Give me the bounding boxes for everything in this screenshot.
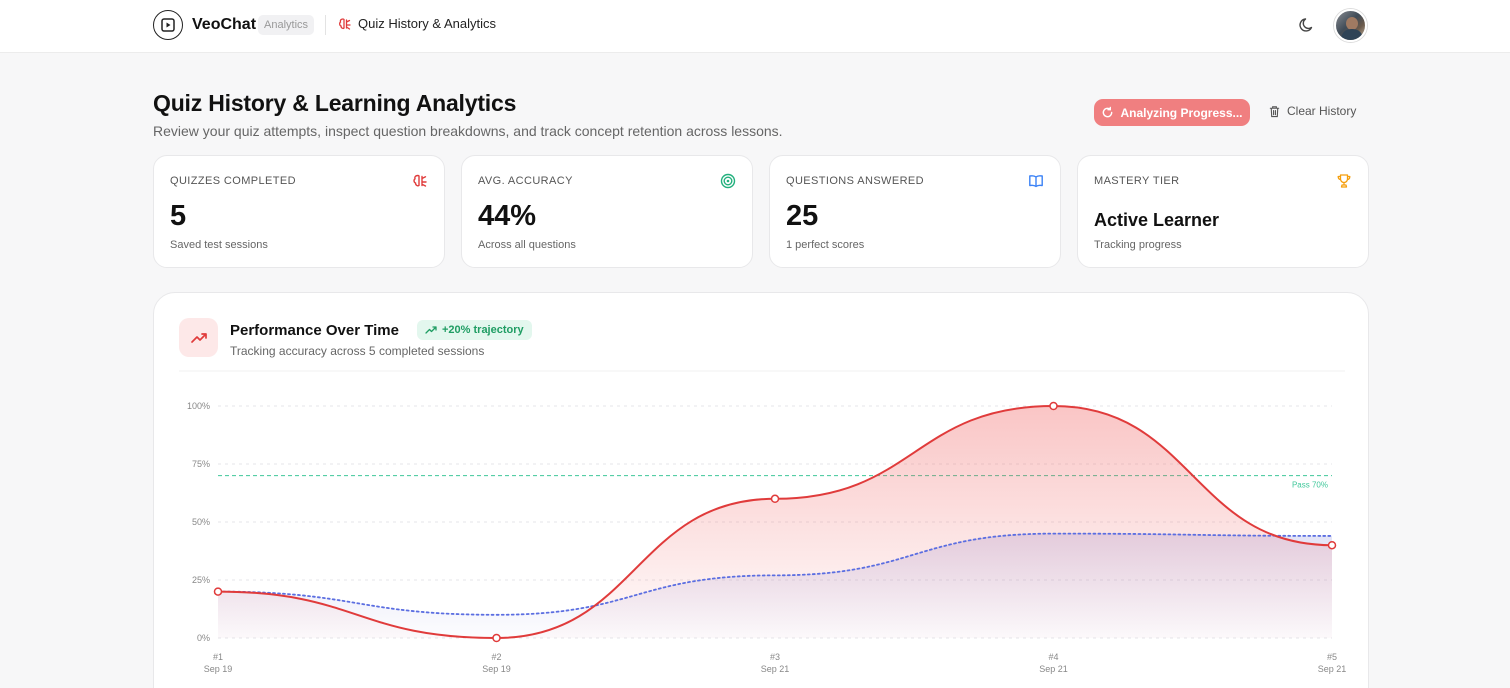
trash-icon [1269,105,1280,117]
stat-caption: Saved test sessions [170,239,268,251]
x-tick-label: #3 [770,652,780,662]
avatar[interactable] [1334,9,1367,42]
performance-panel: Performance Over Time +20% trajectory Tr… [153,292,1369,688]
x-tick-label: #5 [1327,652,1337,662]
x-tick-date: Sep 19 [482,664,511,674]
nav-divider [325,15,326,35]
data-point [770,494,780,504]
breadcrumb[interactable]: Quiz History & Analytics [338,16,496,31]
y-tick-label: 25% [192,575,210,585]
breadcrumb-label: Quiz History & Analytics [358,16,496,31]
stat-value: 44% [478,200,537,232]
stat-card-mastery: MASTERY TIER Active Learner Tracking pro… [1077,155,1369,268]
x-tick-label: #4 [1048,652,1058,662]
stat-caption: 1 perfect scores [786,239,865,251]
stat-card-questions: QUESTIONS ANSWERED 25 1 perfect scores [769,155,1061,268]
y-tick-label: 75% [192,459,210,469]
performance-chart: 0% 25% 50% 75% 100% Pass 70% #1 Sep 19 #2 Sep 19 #… [179,370,1347,674]
refresh-icon [1103,106,1113,118]
page-subtitle: Review your quiz attempts, inspect quest… [153,123,783,139]
y-tick-label: 100% [187,401,210,411]
analyzing-progress-button[interactable]: Analyzing Progress... [1094,99,1250,126]
stat-card-quizzes: QUIZZES COMPLETED 5 Saved test sessions [153,155,445,268]
book-icon [1029,175,1043,188]
x-tick-label: #1 [213,652,223,662]
trend-line [217,532,1333,616]
stat-label: QUESTIONS ANSWERED [786,175,924,187]
trophy-icon [1337,174,1351,188]
trending-up-icon [179,318,218,357]
stat-value: 25 [786,200,819,232]
brain-icon [413,174,427,187]
stat-value: 5 [170,200,187,232]
stat-caption: Tracking progress [1094,239,1182,251]
trajectory-label: +20% trajectory [442,324,524,336]
trending-up-icon [425,326,437,334]
clear-history-button[interactable]: Clear History [1268,104,1356,118]
stat-label: MASTERY TIER [1094,175,1180,187]
x-tick-date: Sep 21 [1039,664,1068,674]
moon-icon[interactable] [1297,15,1317,35]
stat-caption: Across all questions [478,239,576,251]
data-point [1327,540,1337,550]
x-tick-date: Sep 21 [761,664,790,674]
x-tick-date: Sep 21 [1318,664,1347,674]
trajectory-badge: +20% trajectory [417,320,532,340]
brain-icon [339,17,351,30]
accuracy-area [218,406,1332,638]
analyzing-progress-label: Analyzing Progress... [1120,105,1243,120]
brand-name[interactable]: VeoChat [192,16,257,33]
y-tick-label: 0% [197,633,210,643]
stat-card-accuracy: AVG. ACCURACY 44% Across all questions [461,155,753,268]
performance-title: Performance Over Time [230,322,399,339]
y-tick-label: 50% [192,517,210,527]
stat-label: QUIZZES COMPLETED [170,175,296,187]
stat-value: Active Learner [1094,210,1220,230]
performance-subtitle: Tracking accuracy across 5 completed ses… [230,344,485,358]
data-point [213,587,223,596]
x-tick-date: Sep 19 [204,664,233,674]
x-tick-label: #2 [491,652,501,662]
brand-badge: Analytics [258,15,315,35]
pass-threshold-label: Pass 70% [1292,481,1328,490]
target-icon [720,173,736,189]
clear-history-label: Clear History [1287,104,1357,118]
data-point [492,633,501,643]
logo-icon[interactable] [153,10,183,40]
page-title: Quiz History & Learning Analytics [153,90,517,116]
data-point [1049,401,1058,411]
stat-label: AVG. ACCURACY [478,175,573,187]
top-navbar: VeoChat Analytics Quiz History & Analyti… [0,0,1510,53]
